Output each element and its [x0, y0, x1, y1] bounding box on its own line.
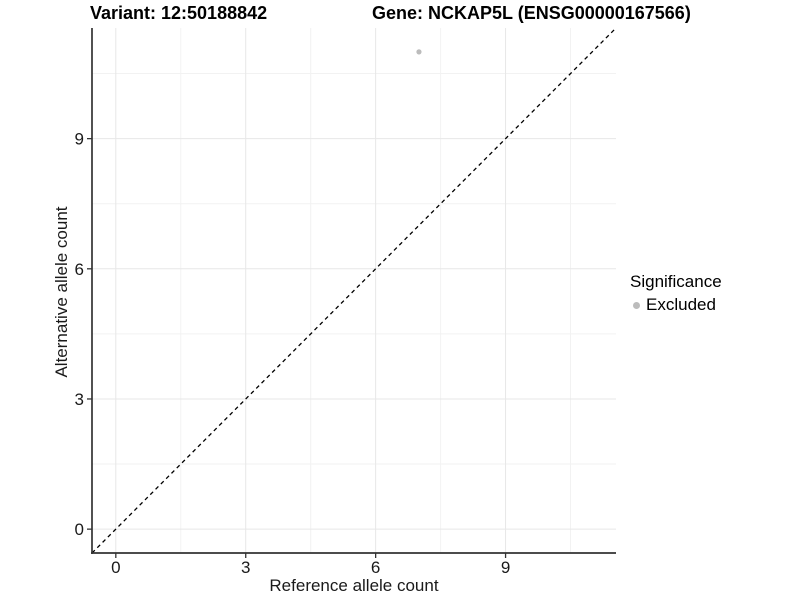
y-tick-label: 3: [75, 390, 84, 409]
y-tick-label: 0: [75, 520, 84, 539]
legend-key-dot-icon: [633, 301, 640, 309]
variant-title: Variant: 12:50188842: [90, 3, 268, 23]
data-point: [416, 49, 422, 55]
x-tick-label: 9: [501, 558, 510, 577]
legend-item-excluded: Excluded: [630, 295, 722, 315]
y-tick-label: 6: [75, 260, 84, 279]
gene-title: Gene: NCKAP5L (ENSG00000167566): [372, 3, 691, 23]
identity-line: [91, 27, 617, 554]
x-tick-label: 0: [111, 558, 120, 577]
legend-title: Significance: [630, 272, 722, 291]
x-tick-label: 3: [241, 558, 250, 577]
legend: Significance Excluded: [630, 272, 722, 315]
x-tick-label: 6: [371, 558, 380, 577]
x-axis-title: Reference allele count: [269, 576, 439, 595]
legend-item-label: Excluded: [646, 295, 716, 314]
y-tick-label: 9: [75, 130, 84, 149]
